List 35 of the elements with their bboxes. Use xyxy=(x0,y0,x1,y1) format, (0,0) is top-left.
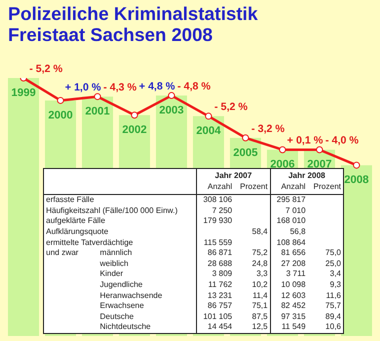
annotation: - 4,3 % xyxy=(103,82,138,94)
text: und zwar männlich 86 871 75,2 81 656 75,0 xyxy=(46,248,341,258)
text: ermittelte Tatverdächtige 115 559 108 864 xyxy=(46,238,306,247)
text: Nichtdeutsche 14 454 12,5 11 549 10,6 xyxy=(100,322,341,332)
annotation: - 5,2 % xyxy=(214,101,248,114)
x-tick-label: 2004 xyxy=(196,125,222,138)
text: Jugendliche 11 762 10,2 10 098 9,3 xyxy=(100,280,341,289)
annotation: + 4,8 % xyxy=(139,80,176,93)
x-tick-label: 2007 xyxy=(307,158,332,171)
x-tick-label: 2005 xyxy=(233,146,258,159)
text: Häufigkeitszahl (Fälle/100 000 Einw.) 7 250 7 010 xyxy=(46,206,306,215)
text: weiblich 28 688 24,8 27 208 25,0 xyxy=(100,258,341,268)
text: Heranwachsende 13 231 11,4 12 603 11,6 xyxy=(100,290,341,300)
text: erfasste Fälle 308 106 295 817 xyxy=(46,195,306,204)
x-tick-label: 2000 xyxy=(48,109,73,122)
x-tick-label: 2001 xyxy=(85,106,110,118)
annotation: - 5,2 % xyxy=(29,63,64,75)
text: Erwachsene 86 757 75,1 82 452 75,7 xyxy=(100,301,341,310)
x-tick-label: 2008 xyxy=(344,174,369,186)
annotation: - 4,0 % xyxy=(325,134,360,147)
x-tick-label: 2003 xyxy=(159,104,184,117)
x-tick-label: 2006 xyxy=(270,158,295,171)
text: Jahr 2007 Jahr 2008 xyxy=(214,171,326,180)
annotation: - 4,8 % xyxy=(177,80,212,93)
chart-title: Polizeiliche Kriminalstatistik Freistaat Sachsen 2008 xyxy=(8,3,258,45)
text: Anzahl Prozent Anzahl Prozent xyxy=(208,182,341,191)
text: Deutsche 101 105 87,5 97 315 89,4 xyxy=(100,312,341,321)
annotation: + 0,1 % xyxy=(287,134,324,147)
annotation: - 3,2 % xyxy=(251,122,286,135)
text: aufgeklärte Fälle 179 930 168 010 xyxy=(46,216,306,226)
annotation: + 1,0 % xyxy=(65,82,102,94)
x-tick-label: 1999 xyxy=(11,87,36,99)
text: Kinder 3 809 3,3 3 711 3,4 xyxy=(100,269,341,278)
text: Aufklärungsquote 58,4 56,8 xyxy=(46,226,306,236)
x-tick-label: 2002 xyxy=(122,124,147,136)
